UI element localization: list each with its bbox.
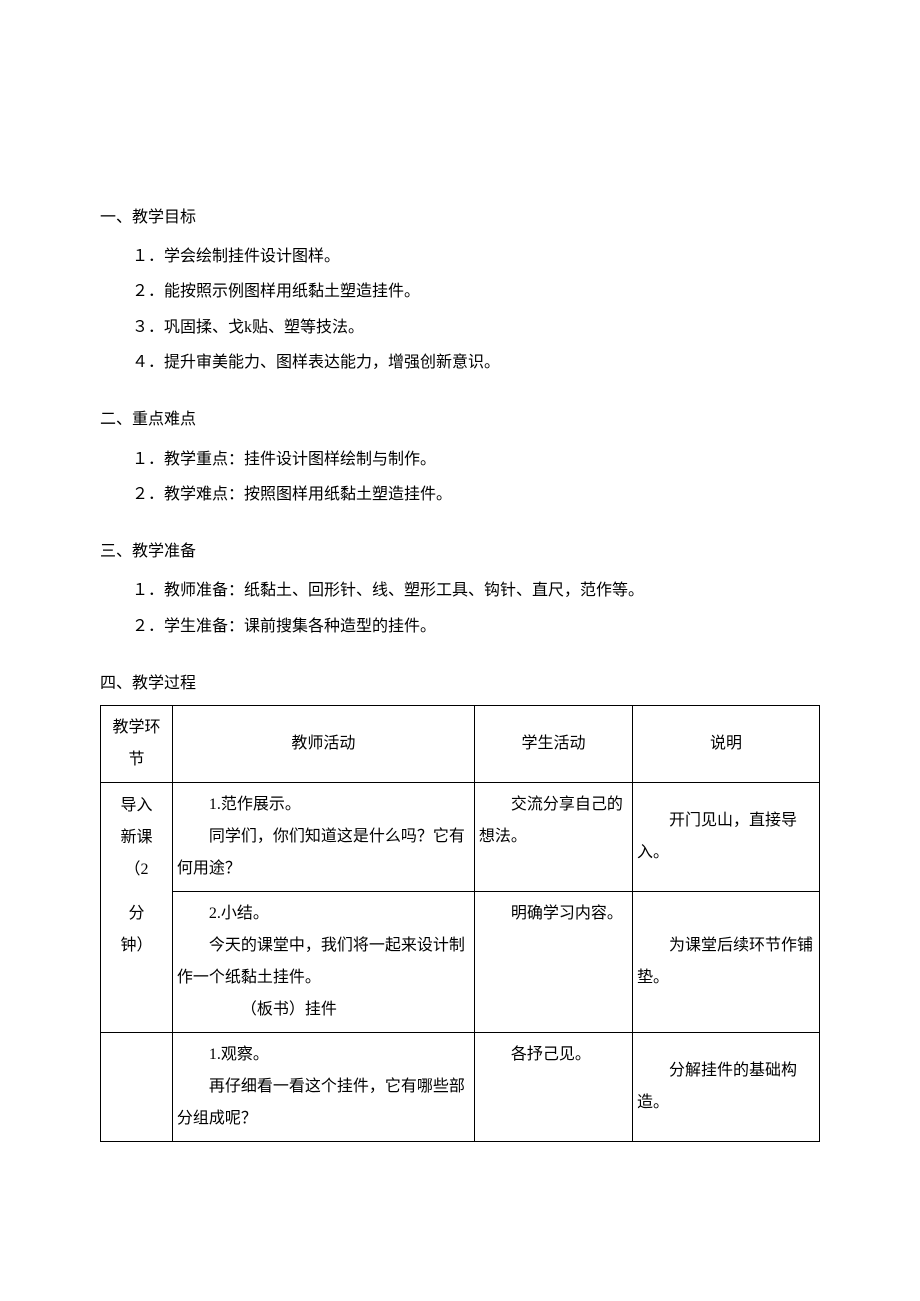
note-line: 为课堂后续环节作铺垫。 bbox=[637, 930, 815, 994]
table-header-row: 教学环节 教师活动 学生活动 说明 bbox=[101, 706, 820, 783]
teacher-line: 1.观察。 bbox=[177, 1039, 470, 1071]
table-row: 导入 新课 （2 1.范作展示。 同学们，你们知道这是什么吗？它有何用途？ 交流… bbox=[101, 783, 820, 892]
cell-note-1a: 开门见山，直接导入。 bbox=[633, 783, 820, 892]
cell-stage-2 bbox=[101, 1033, 173, 1142]
stage-line: （2 bbox=[105, 854, 168, 886]
cell-teacher-1b: 2.小结。 今天的课堂中，我们将一起来设计制作一个纸黏土挂件。 （板书）挂件 bbox=[172, 892, 474, 1033]
teacher-line: 同学们，你们知道这是什么吗？它有何用途？ bbox=[177, 821, 470, 885]
header-teacher: 教师活动 bbox=[172, 706, 474, 783]
document-page: 一、教学目标 １．学会绘制挂件设计图样。 ２．能按照示例图样用纸黏土塑造挂件。 … bbox=[0, 0, 920, 1301]
header-student: 学生活动 bbox=[474, 706, 632, 783]
cell-student-1b: 明确学习内容。 bbox=[474, 892, 632, 1033]
table-row: 分 钟） 2.小结。 今天的课堂中，我们将一起来设计制作一个纸黏土挂件。 （板书… bbox=[101, 892, 820, 1033]
section-2-title: 二、重点难点 bbox=[100, 402, 820, 437]
student-line: 各抒己见。 bbox=[479, 1039, 628, 1071]
student-line: 明确学习内容。 bbox=[479, 898, 628, 930]
cell-student-2: 各抒己见。 bbox=[474, 1033, 632, 1142]
cell-teacher-1a: 1.范作展示。 同学们，你们知道这是什么吗？它有何用途？ bbox=[172, 783, 474, 892]
section-2-item-1: １．教学重点：挂件设计图样绘制与制作。 bbox=[100, 442, 820, 477]
teacher-line: 再仔细看一看这个挂件，它有哪些部分组成呢？ bbox=[177, 1071, 470, 1135]
cell-student-1a: 交流分享自己的想法。 bbox=[474, 783, 632, 892]
table-row: 1.观察。 再仔细看一看这个挂件，它有哪些部分组成呢？ 各抒己见。 分解挂件的基… bbox=[101, 1033, 820, 1142]
spacer bbox=[100, 512, 820, 534]
section-2-item-2: ２．教学难点：按照图样用纸黏土塑造挂件。 bbox=[100, 477, 820, 512]
note-line: 分解挂件的基础构造。 bbox=[637, 1055, 815, 1119]
section-3-item-2: ２．学生准备：课前搜集各种造型的挂件。 bbox=[100, 609, 820, 644]
section-3-title: 三、教学准备 bbox=[100, 534, 820, 569]
section-1-item-4: ４．提升审美能力、图样表达能力，增强创新意识。 bbox=[100, 345, 820, 380]
teacher-line: 1.范作展示。 bbox=[177, 789, 470, 821]
section-3-item-1: １．教师准备：纸黏土、回形针、线、塑形工具、钩针、直尺，范作等。 bbox=[100, 573, 820, 608]
cell-stage-bottom: 分 钟） bbox=[101, 892, 173, 1033]
cell-note-1b: 为课堂后续环节作铺垫。 bbox=[633, 892, 820, 1033]
section-1-title: 一、教学目标 bbox=[100, 200, 820, 235]
header-stage: 教学环节 bbox=[101, 706, 173, 783]
stage-line: 导入 bbox=[105, 790, 168, 822]
cell-teacher-2: 1.观察。 再仔细看一看这个挂件，它有哪些部分组成呢？ bbox=[172, 1033, 474, 1142]
stage-line: 分 bbox=[105, 898, 168, 930]
teacher-line: （板书）挂件 bbox=[177, 994, 470, 1026]
section-1-item-3: ３．巩固揉、戈k贴、塑等技法。 bbox=[100, 310, 820, 345]
header-note: 说明 bbox=[633, 706, 820, 783]
stage-line: 新课 bbox=[105, 822, 168, 854]
note-line: 开门见山，直接导入。 bbox=[637, 805, 815, 869]
spacer bbox=[100, 380, 820, 402]
cell-stage-top: 导入 新课 （2 bbox=[101, 783, 173, 892]
section-4-title: 四、教学过程 bbox=[100, 666, 820, 701]
section-1-item-2: ２．能按照示例图样用纸黏土塑造挂件。 bbox=[100, 274, 820, 309]
cell-note-2: 分解挂件的基础构造。 bbox=[633, 1033, 820, 1142]
teacher-line: 今天的课堂中，我们将一起来设计制作一个纸黏土挂件。 bbox=[177, 930, 470, 994]
section-1-item-1: １．学会绘制挂件设计图样。 bbox=[100, 239, 820, 274]
process-table: 教学环节 教师活动 学生活动 说明 导入 新课 （2 1.范作展示。 同学们，你… bbox=[100, 705, 820, 1142]
stage-line: 钟） bbox=[105, 930, 168, 962]
teacher-line: 2.小结。 bbox=[177, 898, 470, 930]
spacer bbox=[100, 644, 820, 666]
student-line: 交流分享自己的想法。 bbox=[479, 789, 628, 853]
